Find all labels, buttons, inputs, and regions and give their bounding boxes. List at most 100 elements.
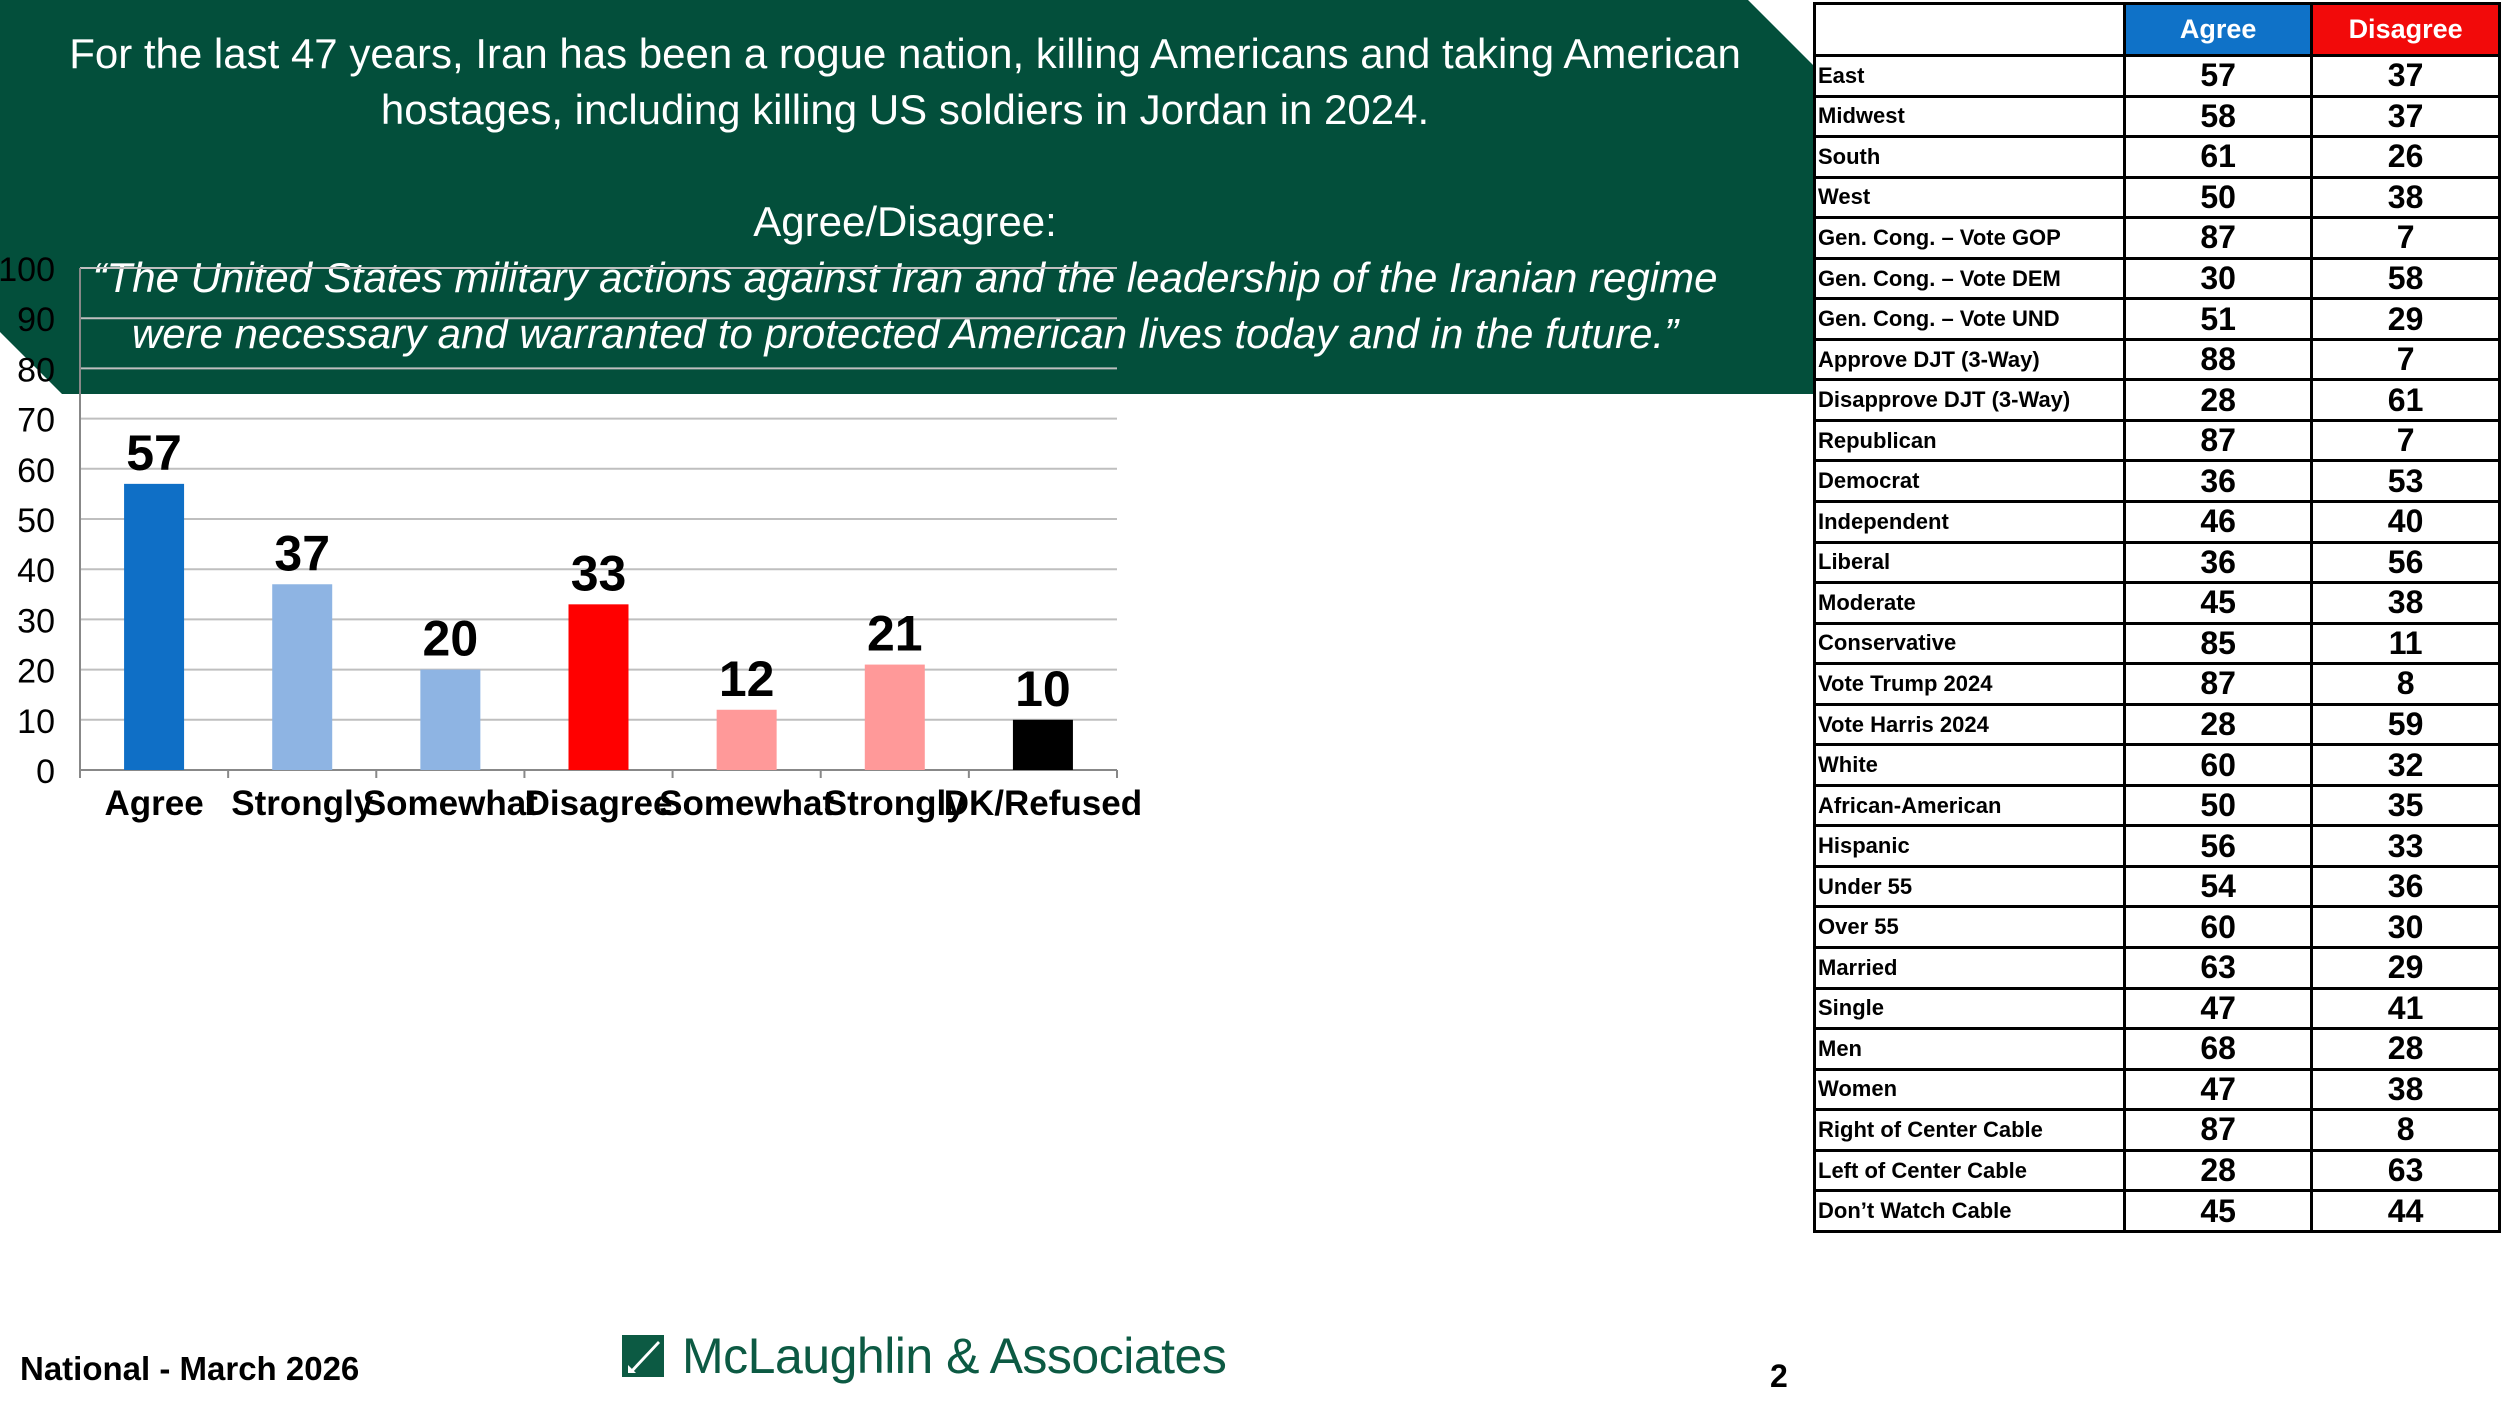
table-row: African-American 50 35 xyxy=(1812,783,2501,828)
disagree-value: 8 xyxy=(2310,1108,2501,1152)
y-tick-label: 80 xyxy=(17,351,55,389)
agree-value: 50 xyxy=(2123,783,2314,828)
row-label: Moderate xyxy=(1812,581,2127,625)
table-row: Single 47 41 xyxy=(1812,986,2501,1031)
table-row: Left of Center Cable 28 63 xyxy=(1812,1148,2501,1193)
table-row: Republican 87 7 xyxy=(1812,418,2501,463)
table-row: Married 63 29 xyxy=(1812,946,2501,990)
disagree-value: 36 xyxy=(2310,864,2501,909)
table-row: Disapprove DJT (3-Way) 28 61 xyxy=(1812,378,2501,422)
table-row: Gen. Cong. – Vote UND 51 29 xyxy=(1812,297,2501,341)
bar-chart: 0 10 20 30 40 50 60 70 80 90 100 57 Agree 37 Strongly 2… xyxy=(0,251,1142,823)
disagree-value: 7 xyxy=(2310,418,2501,463)
table-row: Gen. Cong. – Vote DEM 30 58 xyxy=(1812,256,2501,301)
agree-value: 88 xyxy=(2123,337,2314,382)
agree-value: 46 xyxy=(2123,500,2314,544)
table-row: South 61 26 xyxy=(1812,135,2501,179)
table-row: Don’t Watch Cable 45 44 xyxy=(1812,1189,2501,1233)
agree-value: 51 xyxy=(2123,297,2314,341)
table-row: East 57 37 xyxy=(1812,54,2501,98)
header-blank xyxy=(1812,2,2127,57)
company-logo: McLaughlin & Associates xyxy=(622,1328,1227,1384)
question-text: For the last 47 years, Iran has been a r… xyxy=(20,26,1790,362)
agree-value: 60 xyxy=(2123,905,2314,950)
disagree-value: 32 xyxy=(2310,743,2501,787)
agree-value: 87 xyxy=(2123,418,2314,463)
agree-value: 60 xyxy=(2123,743,2314,787)
row-label: Republican xyxy=(1812,418,2127,463)
row-label: Left of Center Cable xyxy=(1812,1148,2127,1193)
logo-text: McLaughlin & Associates xyxy=(682,1328,1227,1384)
row-label: Midwest xyxy=(1812,94,2127,139)
disagree-value: 38 xyxy=(2310,175,2501,220)
bar xyxy=(864,664,925,770)
category-label: Somewhat xyxy=(363,784,538,823)
agree-value: 57 xyxy=(2123,54,2314,98)
y-tick-label: 10 xyxy=(17,703,55,741)
agree-value: 85 xyxy=(2123,621,2314,666)
row-label: Conservative xyxy=(1812,621,2127,666)
row-label: Democrat xyxy=(1812,459,2127,503)
question-line-1: For the last 47 years, Iran has been a r… xyxy=(69,30,1741,77)
row-label: Men xyxy=(1812,1027,2127,1071)
row-label: Under 55 xyxy=(1812,864,2127,909)
agree-value: 50 xyxy=(2123,175,2314,220)
agree-value: 63 xyxy=(2123,946,2314,990)
bar xyxy=(568,604,629,770)
table-row: Vote Harris 2024 28 59 xyxy=(1812,702,2501,747)
data-label: 10 xyxy=(1015,661,1071,717)
agree-value: 61 xyxy=(2123,135,2314,179)
row-label: West xyxy=(1812,175,2127,220)
data-label: 12 xyxy=(719,651,775,707)
row-label: Gen. Cong. – Vote UND xyxy=(1812,297,2127,341)
data-label: 57 xyxy=(126,425,182,481)
y-tick-label: 100 xyxy=(0,251,55,289)
agree-value: 30 xyxy=(2123,256,2314,301)
disagree-value: 30 xyxy=(2310,905,2501,950)
row-label: Hispanic xyxy=(1812,824,2127,868)
table-row: Hispanic 56 33 xyxy=(1812,824,2501,868)
agree-value: 47 xyxy=(2123,1067,2314,1112)
disagree-value: 44 xyxy=(2310,1189,2501,1233)
category-label: Strongly xyxy=(824,784,966,823)
data-label: 21 xyxy=(867,606,923,662)
disagree-value: 33 xyxy=(2310,824,2501,868)
disagree-value: 38 xyxy=(2310,1067,2501,1112)
table-row: Midwest 58 37 xyxy=(1812,94,2501,139)
row-label: Liberal xyxy=(1812,540,2127,585)
row-label: White xyxy=(1812,743,2127,787)
table-row: Liberal 36 56 xyxy=(1812,540,2501,585)
row-label: Over 55 xyxy=(1812,905,2127,950)
y-tick-label: 20 xyxy=(17,653,55,691)
agree-value: 87 xyxy=(2123,662,2314,706)
row-label: Independent xyxy=(1812,500,2127,544)
category-label: Somewhat xyxy=(659,784,834,823)
table-row: Democrat 36 53 xyxy=(1812,459,2501,503)
category-label: Strongly xyxy=(231,784,373,823)
y-tick-label: 0 xyxy=(36,753,55,791)
y-tick-label: 90 xyxy=(17,301,55,339)
disagree-value: 41 xyxy=(2310,986,2501,1031)
table-row: White 60 32 xyxy=(1812,743,2501,787)
agree-value: 68 xyxy=(2123,1027,2314,1071)
question-label: Agree/Disagree: xyxy=(753,198,1057,245)
disagree-value: 35 xyxy=(2310,783,2501,828)
table-row: West 50 38 xyxy=(1812,175,2501,220)
header-agree: Agree xyxy=(2123,2,2314,57)
logo-mark-icon xyxy=(622,1335,664,1377)
row-label: Women xyxy=(1812,1067,2127,1112)
table-row: Women 47 38 xyxy=(1812,1067,2501,1112)
page-number: 2 xyxy=(1770,1358,1788,1394)
disagree-value: 11 xyxy=(2310,621,2501,666)
category-label: Disagree xyxy=(525,784,673,823)
table-row: Independent 46 40 xyxy=(1812,500,2501,544)
agree-value: 28 xyxy=(2123,1148,2314,1193)
disagree-value: 29 xyxy=(2310,946,2501,990)
table-row: Vote Trump 2024 87 8 xyxy=(1812,662,2501,706)
category-label: Agree xyxy=(104,784,203,823)
agree-value: 58 xyxy=(2123,94,2314,139)
data-label: 20 xyxy=(423,611,479,667)
bar xyxy=(124,483,185,770)
row-label: Vote Trump 2024 xyxy=(1812,662,2127,706)
agree-value: 56 xyxy=(2123,824,2314,868)
